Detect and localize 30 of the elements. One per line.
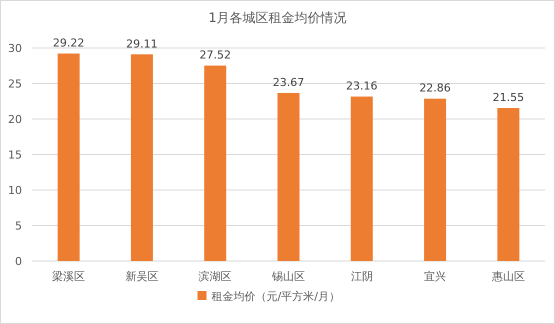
data-label: 21.55 — [492, 90, 524, 104]
bar — [350, 96, 373, 261]
x-tick-label: 宜兴 — [424, 270, 446, 283]
x-tick-label: 锡山区 — [271, 270, 305, 283]
bar — [497, 108, 520, 261]
y-tick-label: 20 — [8, 113, 22, 126]
data-label: 23.16 — [346, 80, 378, 93]
y-tick-label: 10 — [8, 184, 22, 197]
chart-title: 1月各城区租金均价情况 — [208, 11, 347, 26]
y-tick-label: 0 — [15, 255, 22, 268]
x-tick-label: 江阴 — [350, 270, 373, 283]
y-tick-label: 30 — [8, 42, 22, 55]
data-label: 22.86 — [419, 82, 451, 95]
bar — [58, 54, 80, 261]
x-tick-label: 惠山区 — [490, 270, 525, 283]
bar — [424, 98, 446, 261]
x-tick-label: 滨湖区 — [198, 270, 232, 283]
data-label: 29.11 — [126, 37, 158, 50]
bar — [204, 66, 226, 261]
data-label: 23.67 — [272, 76, 304, 89]
x-tick-label: 新吴区 — [125, 270, 158, 283]
bar — [130, 54, 153, 261]
legend-label: 租金均价（元/平方米/月） — [212, 290, 340, 303]
y-tick-label: 5 — [15, 220, 22, 232]
y-tick-label: 15 — [8, 148, 22, 162]
bar — [278, 92, 300, 261]
x-tick-label: 梁溪区 — [52, 270, 86, 283]
data-label: 27.52 — [199, 48, 231, 62]
y-tick-label: 25 — [8, 78, 22, 90]
data-label: 29.22 — [52, 36, 84, 50]
